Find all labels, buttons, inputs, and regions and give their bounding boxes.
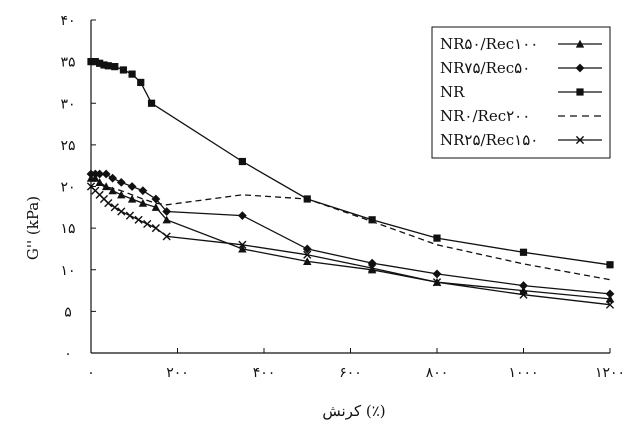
data-point [125, 211, 135, 220]
legend-marker [575, 39, 585, 48]
data-point [238, 240, 247, 249]
data-point [95, 178, 104, 186]
x-axis: ۰ ۲۰۰ ۴۰۰ ۶۰۰ ۸۰۰ ۱۰۰۰ ۱۲۰۰ [87, 348, 625, 381]
series-line [90, 177, 611, 281]
legend-marker [575, 63, 585, 73]
data-point [433, 234, 441, 242]
y-tick-label: ۱۵ [60, 221, 75, 237]
data-point [117, 207, 126, 216]
data-point [143, 219, 152, 229]
data-point [368, 216, 376, 224]
data-point [605, 300, 615, 309]
x-tick-label: ۲۰۰ [166, 365, 189, 381]
x-axis-label: کرنش (٪) [322, 402, 385, 420]
y-tick-label: ۰ [64, 346, 72, 362]
data-point [116, 177, 126, 187]
data-point [605, 294, 615, 303]
data-point [151, 194, 161, 204]
data-point [147, 99, 156, 107]
data-point [302, 244, 312, 254]
data-point [519, 290, 528, 299]
data-point [127, 194, 137, 203]
series-layer [86, 58, 615, 309]
data-point [137, 78, 145, 87]
data-point [303, 250, 312, 259]
series-4 [86, 182, 615, 309]
y-tick-label: ۱۰ [60, 263, 75, 279]
data-point [519, 248, 528, 256]
data-point [100, 61, 108, 69]
y-tick-label: ۳۵ [60, 55, 75, 71]
data-point [162, 232, 171, 241]
legend-label: NR۷۵/Rec۵۰ [440, 59, 530, 77]
y-tick-label: ۲۰ [60, 180, 75, 196]
data-point [87, 58, 95, 66]
data-point [237, 211, 247, 221]
data-point [238, 244, 247, 253]
legend-marker [576, 88, 584, 96]
data-point [367, 265, 377, 274]
legend-marker [575, 135, 585, 145]
legend-label: NR۵۰/Rec۱۰۰ [440, 35, 538, 53]
data-point [432, 278, 442, 287]
data-point [151, 203, 161, 211]
data-point [117, 190, 126, 199]
legend-label: NR [440, 83, 465, 101]
data-point [162, 207, 172, 216]
data-point [368, 263, 377, 273]
series-0 [86, 173, 615, 303]
x-tick-label: ۴۰۰ [253, 365, 276, 381]
y-axis: ۰ ۵ ۱۰ ۱۵ ۲۰ ۲۵ ۳۰ ۳۵ ۴۰ [60, 13, 96, 362]
legend: NR۵۰/Rec۱۰۰ NR۷۵/Rec۵۰ NR NR۰/Rec۲۰۰ NR۲۵/Re… [431, 26, 611, 159]
data-point [104, 199, 113, 208]
data-point [108, 173, 118, 183]
data-point [432, 269, 442, 279]
y-tick-label: ۵ [64, 304, 72, 320]
y-axis-label: G'' (kPa) [24, 196, 42, 260]
x-tick-label: ۶۰۰ [339, 365, 362, 381]
data-point [91, 58, 99, 66]
legend-label: NR۰/Rec۲۰۰ [440, 107, 530, 125]
y-tick-label: ۳۰ [60, 96, 75, 112]
data-point [367, 258, 377, 268]
data-point [95, 169, 105, 179]
data-point [138, 198, 148, 207]
data-point [127, 182, 137, 191]
x-tick-label: ۰ [87, 365, 95, 381]
data-point [519, 281, 528, 290]
y-tick-label: ۲۵ [60, 138, 75, 154]
y-tick-label: ۴۰ [60, 13, 75, 29]
x-tick-label: ۱۲۰۰ [595, 365, 625, 381]
data-point [119, 66, 128, 74]
x-tick-label: ۸۰۰ [426, 365, 449, 381]
data-point [134, 215, 143, 224]
data-point [104, 62, 112, 70]
series-3 [90, 177, 611, 281]
data-point [303, 257, 312, 266]
data-point [128, 70, 136, 78]
data-point [101, 169, 111, 179]
data-point [606, 261, 614, 269]
data-point [605, 289, 615, 299]
data-point [101, 182, 111, 191]
data-point [151, 224, 160, 233]
series-1 [86, 169, 615, 299]
data-point [238, 157, 246, 166]
data-point [108, 186, 117, 195]
data-point [110, 203, 119, 212]
data-point [96, 59, 104, 67]
data-point [111, 63, 119, 71]
data-point [138, 186, 148, 196]
data-point [162, 215, 171, 224]
legend-label: NR۲۵/Rec۱۵۰ [440, 131, 538, 149]
x-tick-label: ۱۰۰۰ [508, 365, 538, 381]
